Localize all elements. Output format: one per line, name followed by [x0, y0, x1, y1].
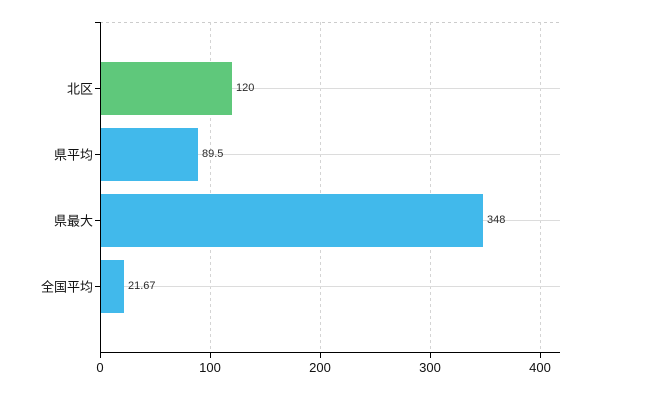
y-axis-line: [100, 22, 101, 358]
vertical-gridline: [430, 22, 431, 352]
x-tick-label: 200: [309, 360, 331, 375]
horizontal-gridline: [100, 286, 560, 287]
bar: [100, 61, 232, 115]
horizontal-gridline: [100, 88, 560, 89]
x-axis-tick: [430, 352, 431, 358]
y-axis-top-tick: [95, 22, 100, 23]
x-axis-tick: [540, 352, 541, 358]
category-label: 県最大: [53, 213, 93, 229]
value-label: 348: [487, 213, 506, 226]
x-tick-label: 400: [529, 360, 551, 375]
plot-area: 120 89.5 348 21.67: [100, 22, 560, 352]
bar: [100, 193, 483, 247]
value-label: 89.5: [202, 147, 224, 160]
x-tick-label: 0: [96, 360, 104, 375]
plot-top-border: [100, 22, 560, 23]
y-axis-tick: [95, 154, 100, 155]
bar: [100, 127, 198, 181]
y-axis-tick: [95, 286, 100, 287]
category-label: 北区: [66, 81, 93, 97]
x-axis-tick: [320, 352, 321, 358]
value-label: 120: [236, 81, 255, 94]
x-tick-label: 100: [199, 360, 221, 375]
x-tick-label: 300: [419, 360, 441, 375]
vertical-gridline: [320, 22, 321, 352]
x-axis-tick: [100, 352, 101, 358]
category-label: 全国平均: [40, 279, 93, 295]
category-label: 県平均: [53, 147, 93, 163]
bar: [100, 259, 124, 313]
value-label: 21.67: [128, 279, 156, 292]
x-axis-tick: [210, 352, 211, 358]
horizontal-gridline: [100, 154, 560, 155]
vertical-gridline: [210, 22, 211, 352]
x-axis-line: [100, 352, 560, 353]
vertical-gridline: [540, 22, 541, 352]
y-axis-tick: [95, 220, 100, 221]
y-axis-tick: [95, 88, 100, 89]
